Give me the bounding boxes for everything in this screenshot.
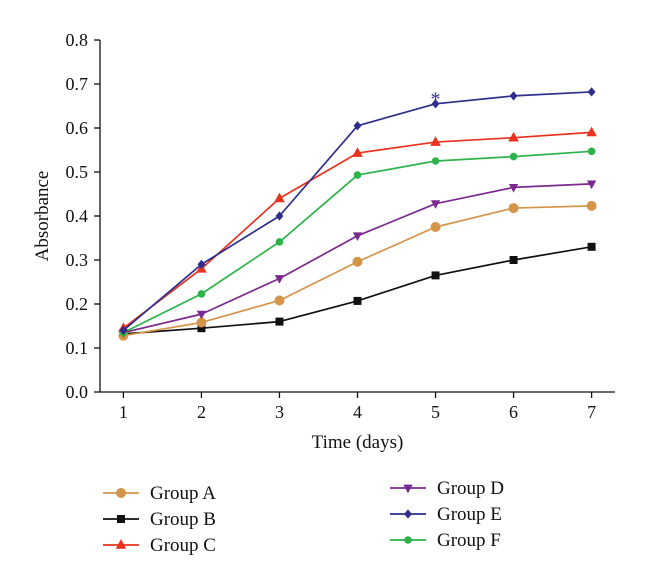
legend-swatch-marker bbox=[115, 539, 127, 549]
data-point bbox=[353, 121, 362, 131]
data-point bbox=[430, 200, 441, 209]
x-tick-label: 1 bbox=[119, 402, 128, 422]
x-tick-label: 7 bbox=[587, 402, 596, 422]
legend-item-group-c: Group C bbox=[103, 535, 216, 556]
series-group-b bbox=[119, 242, 596, 338]
legend-swatch-marker bbox=[117, 515, 126, 524]
legend-label: Group F bbox=[437, 530, 501, 551]
data-point bbox=[586, 126, 597, 137]
x-tick-label: 6 bbox=[509, 402, 518, 422]
series-group-a bbox=[118, 200, 597, 341]
legend-label: Group C bbox=[150, 535, 216, 556]
series-group-f bbox=[119, 147, 596, 337]
legend-item-group-d: Group D bbox=[390, 478, 504, 499]
data-point bbox=[431, 157, 440, 165]
data-point bbox=[508, 203, 519, 214]
legend-label: Group A bbox=[150, 483, 216, 504]
legend-item-group-f: Group F bbox=[390, 530, 501, 551]
data-point bbox=[509, 152, 518, 161]
data-point bbox=[431, 271, 440, 280]
data-point bbox=[275, 211, 284, 221]
legend-item-group-a: Group A bbox=[103, 483, 216, 504]
data-point bbox=[509, 91, 518, 101]
x-tick-label: 2 bbox=[197, 402, 206, 422]
data-point bbox=[353, 171, 362, 179]
data-point bbox=[509, 255, 518, 264]
data-point bbox=[587, 87, 596, 97]
series-group-e bbox=[119, 87, 596, 336]
y-axis-title: Absorbance bbox=[32, 171, 53, 262]
data-point bbox=[353, 296, 362, 305]
y-tick-label: 0.1 bbox=[66, 338, 89, 358]
y-tick-label: 0.5 bbox=[66, 162, 89, 182]
x-axis-title: Time (days) bbox=[312, 432, 404, 453]
legend-swatch-marker bbox=[404, 509, 412, 519]
y-tick-label: 0.7 bbox=[66, 74, 89, 94]
series-layer bbox=[118, 87, 597, 341]
legend-label: Group B bbox=[150, 509, 216, 530]
legend-swatch-marker bbox=[404, 536, 412, 544]
legend-swatch-marker bbox=[403, 484, 413, 494]
data-point bbox=[508, 131, 519, 142]
data-point bbox=[431, 99, 440, 109]
legend-item-group-e: Group E bbox=[390, 504, 502, 525]
legend: Group A Group B Group C Group D Group E Group… bbox=[103, 478, 504, 556]
y-tick-label: 0.3 bbox=[66, 250, 89, 270]
significance-annotation: * bbox=[431, 88, 441, 110]
x-tick-label: 4 bbox=[353, 402, 362, 422]
data-point bbox=[587, 242, 596, 251]
data-point bbox=[352, 256, 363, 267]
legend-item-group-b: Group B bbox=[103, 509, 216, 530]
data-point bbox=[508, 183, 519, 193]
data-point bbox=[587, 147, 596, 156]
y-tick-label: 0.2 bbox=[66, 294, 89, 314]
legend-swatch-marker bbox=[116, 487, 127, 498]
data-point bbox=[196, 310, 207, 320]
data-point bbox=[197, 290, 206, 298]
data-point bbox=[352, 147, 363, 157]
legend-label: Group D bbox=[437, 478, 504, 499]
data-point bbox=[275, 317, 284, 326]
data-point bbox=[586, 200, 597, 211]
x-tick-label: 3 bbox=[275, 402, 284, 422]
legend-label: Group E bbox=[437, 504, 502, 525]
y-tick-label: 0.4 bbox=[66, 206, 89, 226]
x-tick-label: 5 bbox=[431, 402, 440, 422]
data-point bbox=[430, 136, 441, 146]
y-tick-label: 0.6 bbox=[66, 118, 89, 138]
data-point bbox=[274, 295, 285, 306]
y-tick-label: 0.0 bbox=[66, 382, 89, 402]
data-point bbox=[197, 259, 206, 270]
data-point bbox=[352, 232, 363, 242]
data-point bbox=[275, 238, 284, 246]
chart-axes: 0.0 0.1 0.2 0.3 0.4 0.5 0.6 0.7 0.8 1 2 3 4 5 6 7 bbox=[66, 30, 615, 422]
data-point bbox=[586, 180, 597, 190]
annotation-layer: * bbox=[431, 88, 441, 110]
data-point bbox=[274, 192, 285, 203]
y-tick-label: 0.8 bbox=[66, 30, 89, 50]
data-point bbox=[430, 221, 441, 232]
data-point bbox=[119, 325, 128, 336]
data-point bbox=[274, 275, 285, 284]
